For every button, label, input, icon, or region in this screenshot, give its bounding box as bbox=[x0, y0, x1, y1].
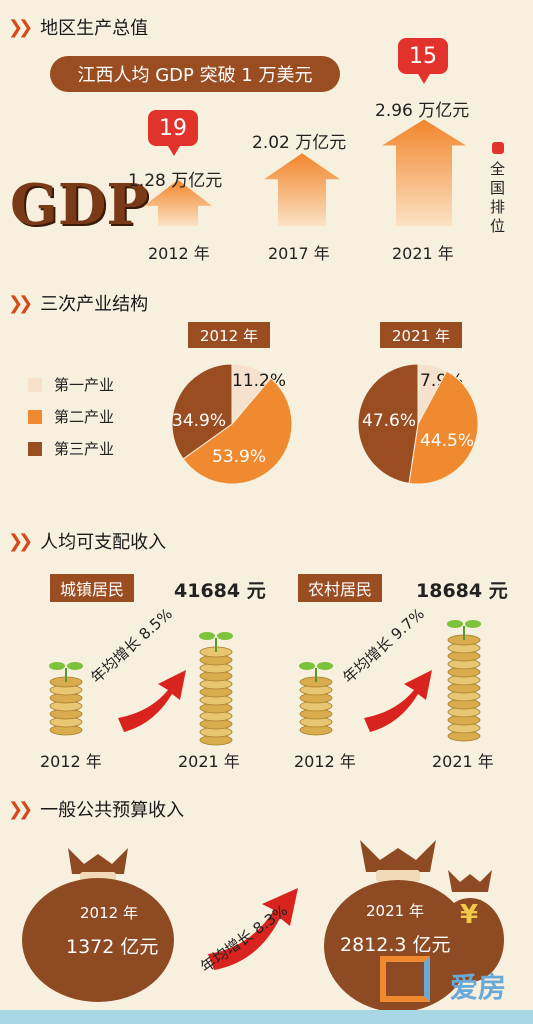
bag-2012-year: 2012 年 bbox=[80, 904, 138, 922]
gdp-year-2017: 2017 年 bbox=[268, 244, 330, 263]
rural-value: 18684 元 bbox=[416, 580, 508, 602]
watermark-logo-icon bbox=[380, 956, 430, 1002]
rural-2012-leaf-icon bbox=[299, 662, 315, 670]
growth-arrow-rural bbox=[364, 670, 432, 732]
yuan-icon: ¥ bbox=[460, 900, 479, 930]
pie-title-2021: 2021 年 bbox=[380, 322, 462, 348]
legend-swatch bbox=[28, 377, 42, 392]
legend-item-tertiary: 第三产业 bbox=[28, 438, 114, 459]
pie-charts: 11.2%53.9%34.9% 7.9%44.5%47.6% bbox=[171, 363, 479, 485]
legend-swatch bbox=[28, 409, 42, 424]
rural-year-end: 2021 年 bbox=[432, 752, 494, 771]
gdp-value-2017: 2.02 万亿元 bbox=[252, 133, 347, 153]
rural-year-start: 2012 年 bbox=[294, 752, 356, 771]
pie-label: 47.6% bbox=[362, 411, 416, 431]
section-title-budget: ❯❯ 一般公共预算收入 bbox=[8, 798, 185, 822]
bag-2021-year: 2021 年 bbox=[366, 902, 424, 920]
rural-2021-leaf-icon bbox=[465, 620, 481, 628]
rank-legend-label: 全国排位 bbox=[490, 160, 506, 235]
rural-2021-leaf-icon bbox=[447, 620, 463, 628]
legend-item-secondary: 第二产业 bbox=[28, 406, 114, 427]
bag-2021-value: 2812.3 亿元 bbox=[340, 934, 451, 956]
pie-title-2012: 2012 年 bbox=[188, 322, 270, 348]
urban-year-start: 2012 年 bbox=[40, 752, 102, 771]
growth-arrow-urban bbox=[118, 670, 186, 732]
pie-slice-第三产业 bbox=[357, 363, 419, 484]
pie-slice-第二产业 bbox=[408, 370, 479, 485]
gdp-value-2012: 1.28 万亿元 bbox=[128, 171, 223, 191]
legend-item-primary: 第一产业 bbox=[28, 374, 114, 395]
pie-label: 34.9% bbox=[172, 411, 226, 431]
urban-label: 城镇居民 bbox=[50, 574, 135, 602]
gdp-logo: GDP bbox=[10, 172, 149, 238]
urban-value: 41684 元 bbox=[174, 580, 266, 602]
growth-arrow-budget bbox=[208, 888, 298, 970]
section-title-structure: ❯❯ 三次产业结构 bbox=[8, 292, 149, 316]
gdp-bar-2021 年 bbox=[382, 119, 466, 226]
chevron-icon: ❯❯ bbox=[8, 292, 33, 314]
pie-slice-第三产业 bbox=[171, 363, 233, 460]
urban-2012-leaf-icon bbox=[67, 662, 83, 670]
gdp-year-2021: 2021 年 bbox=[392, 244, 454, 263]
gdp-banner: 江西人均 GDP 突破 1 万美元 bbox=[50, 56, 340, 92]
gdp-bar-2012 年 bbox=[144, 179, 212, 226]
urban-year-end: 2021 年 bbox=[178, 752, 240, 771]
rural-label: 农村居民 bbox=[298, 574, 383, 602]
bottom-bar bbox=[0, 1010, 533, 1024]
rank-legend-icon bbox=[492, 142, 504, 154]
rank-badge-2021: 15 bbox=[398, 38, 448, 84]
urban-2012-leaf-icon bbox=[49, 662, 65, 670]
money-bags bbox=[22, 840, 504, 1010]
pie-label: 44.5% bbox=[420, 431, 474, 451]
gdp-year-2012: 2012 年 bbox=[148, 244, 210, 263]
legend-swatch bbox=[28, 441, 42, 456]
gdp-value-2021: 2.96 万亿元 bbox=[375, 101, 470, 121]
gdp-bar-2017 年 bbox=[264, 153, 340, 226]
pie-slice-第二产业 bbox=[182, 377, 293, 485]
bag-2012-value: 1372 亿元 bbox=[66, 936, 159, 958]
section-title-gdp: ❯❯ 地区生产总值 bbox=[8, 16, 149, 40]
money-bag-2012-icon bbox=[22, 848, 174, 1002]
money-bag-2021-icon bbox=[324, 840, 472, 1010]
section-title-income: ❯❯ 人均可支配收入 bbox=[8, 530, 167, 554]
urban-2021-leaf-icon bbox=[217, 632, 233, 640]
rank-badge-2012: 19 bbox=[148, 110, 198, 156]
coin-illustrations bbox=[49, 620, 481, 746]
chevron-icon: ❯❯ bbox=[8, 798, 33, 820]
gdp-bars bbox=[144, 119, 466, 226]
urban-2021-leaf-icon bbox=[199, 632, 215, 640]
chevron-icon: ❯❯ bbox=[8, 16, 33, 38]
rural-2012-leaf-icon bbox=[317, 662, 333, 670]
chevron-icon: ❯❯ bbox=[8, 530, 33, 552]
watermark-text: 爱房 bbox=[450, 971, 507, 1004]
pie-label: 53.9% bbox=[212, 447, 266, 467]
